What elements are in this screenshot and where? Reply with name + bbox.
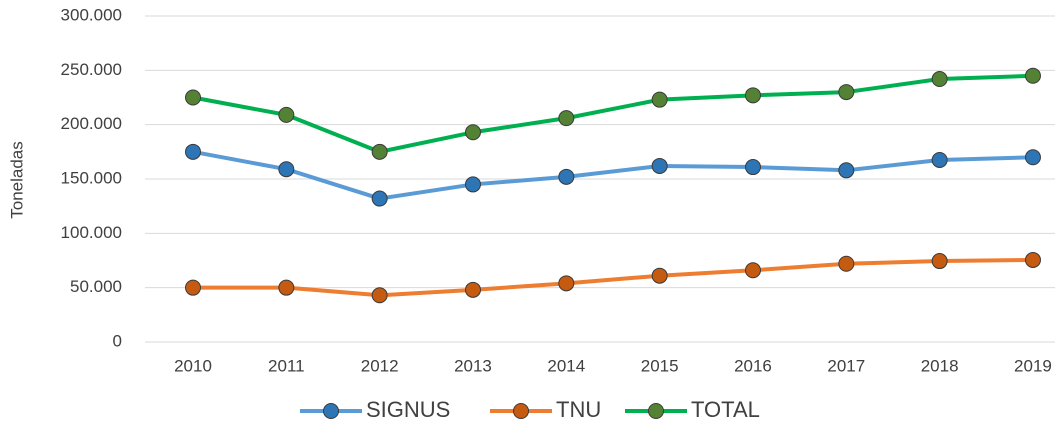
data-point	[278, 161, 295, 178]
y-tick-label: 0	[113, 331, 122, 350]
data-point	[931, 253, 948, 270]
data-point	[185, 143, 201, 160]
data-point	[1024, 149, 1041, 166]
x-tick-label: 2013	[454, 356, 492, 375]
data-point	[278, 279, 295, 296]
y-tick-label: 200.000	[61, 114, 122, 133]
data-point	[744, 87, 761, 104]
legend-label: SIGNUS	[366, 397, 450, 422]
series-line	[192, 149, 1034, 201]
series-line	[193, 257, 1033, 298]
data-point	[464, 176, 481, 193]
y-axis-label: Toneladas	[7, 141, 26, 219]
data-point	[838, 255, 855, 272]
data-point	[558, 168, 575, 185]
data-point	[464, 281, 481, 298]
x-tick-label: 2015	[641, 356, 679, 375]
legend-marker	[513, 403, 529, 419]
y-tick-label: 300.000	[61, 5, 122, 24]
y-tick-label: 250.000	[61, 60, 122, 79]
x-tick-label: 2011	[268, 356, 305, 375]
data-point	[185, 89, 201, 106]
x-tick-label: 2017	[827, 356, 865, 375]
data-point	[278, 106, 295, 123]
data-point	[931, 71, 948, 88]
data-point	[1024, 67, 1041, 84]
y-tick-label: 150.000	[61, 168, 122, 187]
data-point	[371, 287, 388, 304]
data-point	[651, 157, 668, 174]
data-point	[371, 190, 388, 207]
data-point	[838, 84, 855, 101]
x-tick-label: 2010	[174, 356, 212, 375]
x-tick-label: 2014	[547, 356, 585, 375]
data-point	[558, 275, 575, 292]
data-point	[185, 279, 201, 296]
x-tick-label: 2019	[1014, 356, 1052, 375]
data-point	[744, 262, 761, 279]
data-point	[1024, 251, 1041, 268]
data-point	[838, 162, 855, 179]
y-tick-label: 50.000	[70, 277, 122, 296]
data-point	[371, 143, 388, 160]
legend-marker	[648, 403, 664, 419]
data-point	[651, 267, 668, 284]
x-tick-label: 2016	[734, 356, 772, 375]
series-line	[192, 73, 1034, 154]
x-tick-label: 2018	[921, 356, 959, 375]
data-point	[651, 91, 668, 108]
x-tick-label: 2012	[361, 356, 399, 375]
data-point	[464, 124, 481, 141]
y-tick-label: 100.000	[61, 223, 122, 242]
legend-label: TOTAL	[691, 397, 760, 422]
data-point	[558, 110, 575, 127]
legend-label: TNU	[556, 397, 601, 422]
legend-marker	[323, 403, 339, 419]
data-point	[744, 159, 761, 176]
data-point	[931, 151, 948, 168]
